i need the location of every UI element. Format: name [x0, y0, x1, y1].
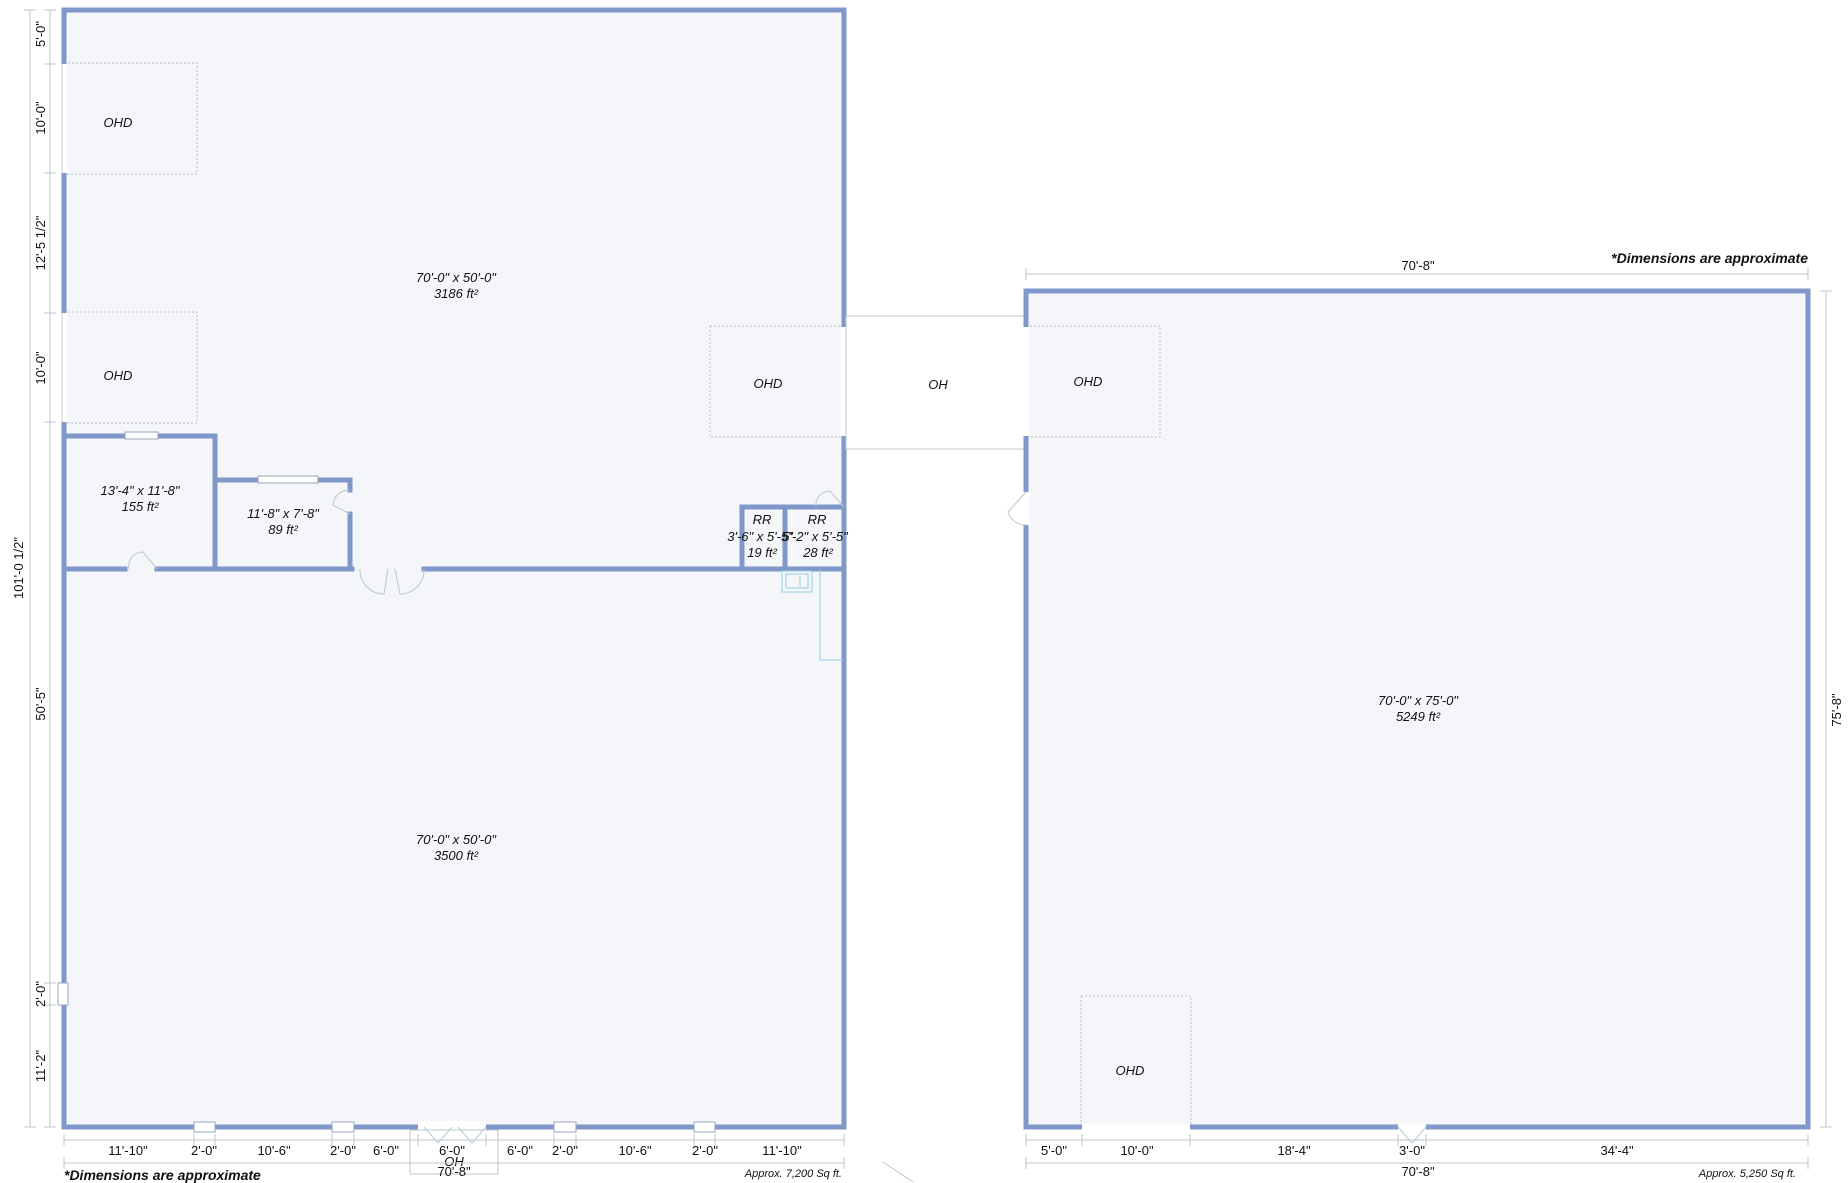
restroom-fixtures [781, 569, 844, 661]
restroom-2-name: RR [808, 512, 827, 527]
door-swing-office-1 [128, 551, 158, 570]
connector: OH [845, 315, 1025, 1183]
room-lower-area: 3500 ft² [434, 848, 479, 863]
restroom-1-name: RR [753, 512, 772, 527]
bottom-opening-3 [553, 1121, 577, 1133]
right-building-floor [1026, 291, 1808, 1127]
approx-area-right: Approx. 5,250 Sq ft. [1698, 1168, 1796, 1180]
bottom-dim-3: 10'-6" [257, 1143, 291, 1158]
bottom-dim-4: 2'-0" [330, 1143, 356, 1158]
oh-bottom-frame [409, 1129, 499, 1175]
dimensions-note-left: *Dimensions are approximate [64, 1167, 261, 1183]
right-door-swing-side [1007, 491, 1027, 526]
left-dim-7: 11'-2" [33, 1050, 48, 1083]
left-dim-1: 5'-0" [33, 21, 48, 47]
left-dim-4: 10'-0" [33, 351, 48, 385]
bottom-dim-8: 2'-0" [552, 1143, 578, 1158]
bottom-dim-11: 11'-10" [762, 1143, 802, 1158]
left-dim-ticks [24, 9, 56, 1128]
oh-door-bottom-swing [423, 1126, 487, 1144]
right-bottom-dim-1: 5'-0" [1041, 1143, 1067, 1158]
bottom-dim-10: 2'-0" [692, 1143, 718, 1158]
ohd-label-3: OHD [754, 376, 783, 391]
right-top-dim-ticks [1025, 268, 1809, 280]
right-room-dims: 70'-0" x 75'-0" [1378, 693, 1459, 708]
side-opening [57, 982, 69, 1006]
right-room-area: 5249 ft² [1396, 709, 1441, 724]
office-2-area: 89 ft² [268, 522, 298, 537]
ohd-label-1: OHD [104, 115, 133, 130]
right-side-dim-ticks [1820, 290, 1832, 1128]
right-top-width: 70'-8" [1401, 258, 1435, 273]
right-ohd-label-1: OHD [1074, 374, 1103, 389]
bottom-dim-7: 6'-0" [507, 1143, 533, 1158]
right-bottom-dim-5: 34'-4" [1600, 1143, 1634, 1158]
left-outer-wall [61, 7, 847, 1130]
window-2 [257, 475, 319, 484]
bottom-dim-5: 6'-0" [373, 1143, 399, 1158]
room-upper-dims: 70'-0" x 50'-0" [416, 270, 497, 285]
ohd-label-2: OHD [104, 368, 133, 383]
right-bottom-dim-3: 18'-4" [1277, 1143, 1311, 1158]
right-bottom-dim-4: 3'-0" [1399, 1143, 1425, 1158]
room-lower-dims: 70'-0" x 50'-0" [416, 832, 497, 847]
bottom-dim-6: 6'-0" [439, 1143, 465, 1158]
connector-label: OH [928, 377, 948, 392]
right-bottom-dim-ticks [1025, 1134, 1809, 1169]
room-upper-area: 3186 ft² [434, 286, 479, 301]
bottom-dim-1: 11'-10" [108, 1143, 148, 1158]
approx-area-left: Approx. 7,200 Sq ft. [744, 1168, 842, 1180]
left-dim-5: 50'-5" [33, 687, 48, 721]
office-1-walls [61, 433, 218, 572]
right-overall-width-label: 70'-8" [1401, 1164, 1435, 1179]
office-1-dims: 13'-4" x 11'-8" [101, 483, 181, 498]
right-outer-wall [1023, 288, 1811, 1130]
ohd-area-right-1 [1025, 325, 1161, 438]
restroom-1-area: 19 ft² [747, 545, 777, 560]
overall-height-label: 101'-0 1/2" [11, 537, 26, 599]
diagonal-mark [882, 1161, 914, 1183]
bottom-dim-ticks [63, 1134, 845, 1169]
right-building: 70'-0" x 75'-0" 5249 ft² OHD OHD 70'-8" … [1007, 250, 1844, 1180]
left-dim-3: 12'-5 1/2" [33, 215, 48, 270]
restroom-2-area: 28 ft² [802, 545, 833, 560]
office-1-area: 155 ft² [122, 499, 160, 514]
right-door-swing-bottom [1397, 1126, 1427, 1144]
office-2-dims: 11'-8" x 7'-8" [247, 506, 320, 521]
connector-area [845, 315, 1025, 450]
door-swing-office-2 [332, 489, 351, 515]
right-bottom-dim-2: 10'-0" [1120, 1143, 1154, 1158]
bottom-opening-4 [693, 1121, 716, 1133]
oh-bottom-label: OH [444, 1154, 464, 1169]
bottom-dim-2: 2'-0" [191, 1143, 217, 1158]
bottom-opening-2 [331, 1121, 355, 1133]
dimensions-note-right: *Dimensions are approximate [1611, 250, 1808, 266]
left-building: 70'-0" x 50'-0" 3186 ft² 13'-4" x 11'-8"… [11, 7, 849, 1183]
bottom-opening-1 [193, 1121, 216, 1133]
right-height-label: 75'-8" [1829, 693, 1844, 727]
restroom-2-dims: 5'-2" x 5'-5" [782, 529, 849, 544]
bottom-dim-9: 10'-6" [618, 1143, 652, 1158]
restroom-walls [739, 504, 847, 572]
door-swing-restroom [815, 490, 845, 508]
left-dim-6: 2'-0" [33, 981, 48, 1007]
overall-width-label: 70'-8" [437, 1164, 471, 1179]
double-door-swing [359, 568, 425, 595]
left-dim-2: 10'-0" [33, 101, 48, 135]
window-1 [124, 431, 159, 440]
right-ohd-label-2: OHD [1116, 1063, 1145, 1078]
restroom-1-dims: 3'-6" x 5'-5" [727, 529, 794, 544]
